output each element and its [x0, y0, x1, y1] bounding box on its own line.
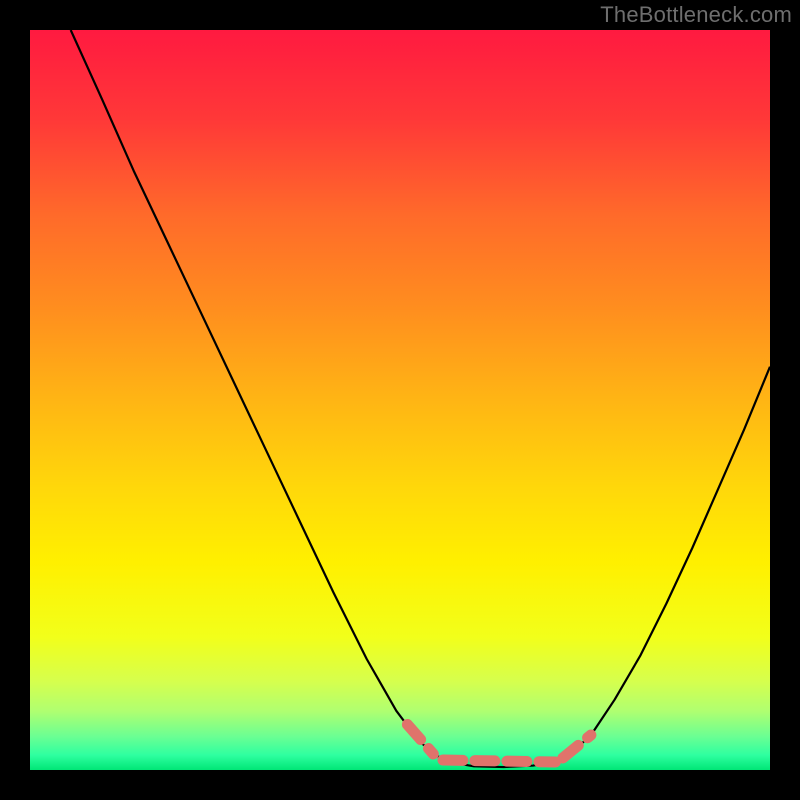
plot-background: [30, 30, 770, 770]
chart-svg: [0, 0, 800, 800]
watermark-text: TheBottleneck.com: [600, 2, 792, 28]
chart-container: TheBottleneck.com: [0, 0, 800, 800]
